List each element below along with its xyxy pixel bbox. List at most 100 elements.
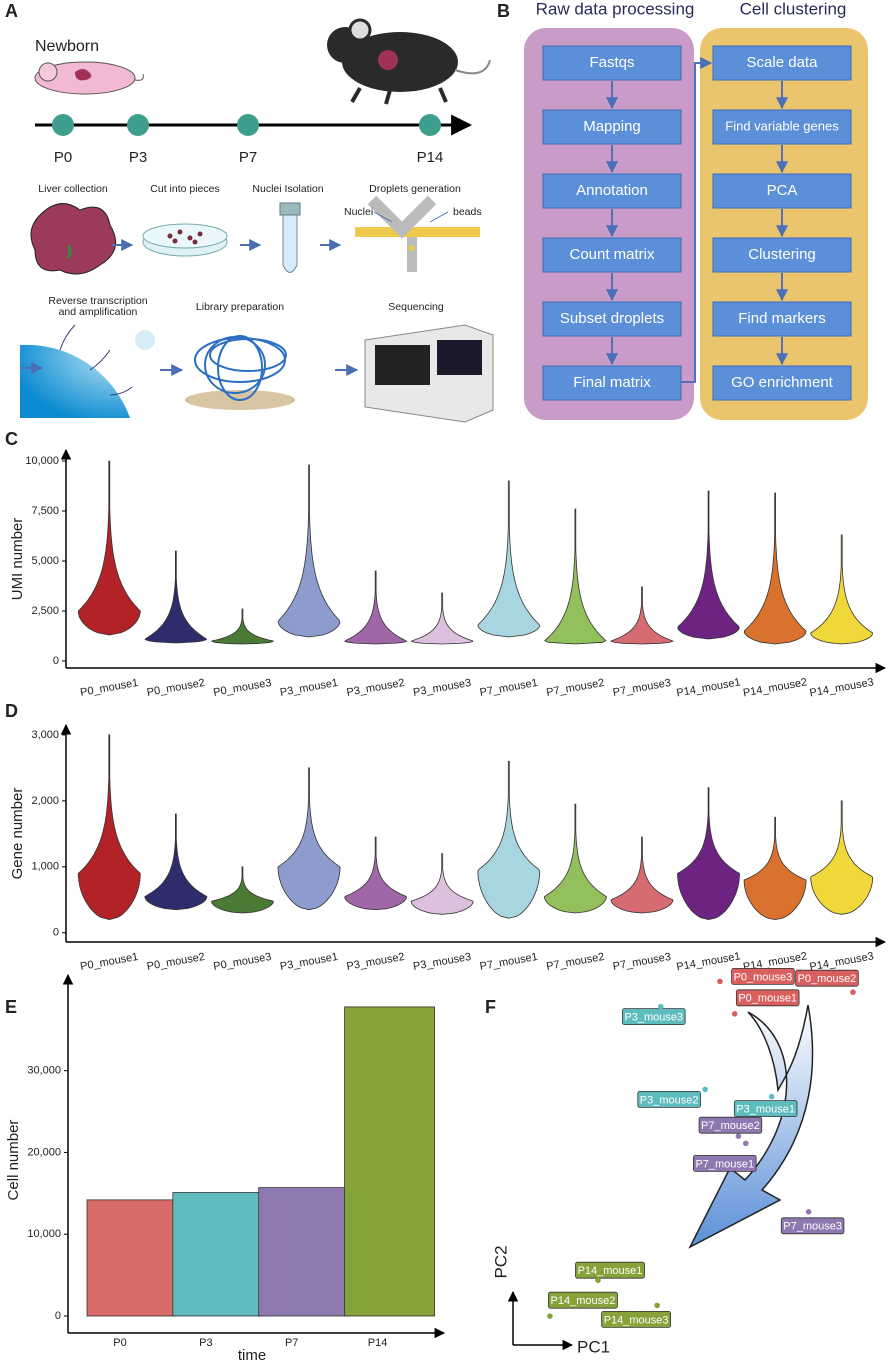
violin xyxy=(344,836,408,911)
x-tick-label: P0_mouse1 xyxy=(79,677,139,699)
step-label: Sequencing xyxy=(388,301,444,313)
pipeline-step xyxy=(712,45,852,81)
x-tick-label: P7_mouse3 xyxy=(612,951,672,973)
panel-label: E xyxy=(5,997,17,1017)
y-tick-label: 10,000 xyxy=(27,1228,61,1240)
y-axis-title: UMI number xyxy=(9,518,26,601)
timepoint-dot xyxy=(52,114,74,136)
violin xyxy=(743,816,807,921)
violin xyxy=(744,492,807,645)
point xyxy=(547,1313,553,1319)
pipeline-title: Raw data processing xyxy=(536,0,695,18)
pipeline-step-label: Find variable genes xyxy=(725,118,839,133)
x-tick-label: P14 xyxy=(368,1337,388,1349)
timepoint-label: P14 xyxy=(417,149,444,166)
point-label-box xyxy=(575,1261,645,1279)
x-tick-label: P0_mouse1 xyxy=(79,951,139,973)
violin xyxy=(544,508,607,645)
y-tick-label: 5,000 xyxy=(31,555,59,567)
pipeline-step-label: PCA xyxy=(767,182,798,199)
x-tick-label: P0_mouse2 xyxy=(146,951,206,973)
y-tick-label: 2,500 xyxy=(31,605,59,617)
step-label: Droplets generation xyxy=(369,183,461,195)
violin xyxy=(610,836,674,914)
pipeline-step xyxy=(542,301,682,337)
point xyxy=(743,1140,749,1147)
violin xyxy=(477,760,541,919)
violin xyxy=(77,734,141,921)
point xyxy=(654,1302,660,1309)
panel-label: A xyxy=(5,1,18,21)
pipeline-step xyxy=(712,237,852,273)
step-label: Reverse transcription xyxy=(48,295,147,307)
pipeline-step-label: Clustering xyxy=(748,246,816,263)
x-tick-label: P3_mouse1 xyxy=(279,677,339,699)
x-tick-label: P3 xyxy=(199,1337,212,1349)
point xyxy=(595,1277,601,1283)
pipeline-step xyxy=(542,365,682,401)
step-label: Nuclei Isolation xyxy=(252,183,323,195)
violin xyxy=(477,480,541,638)
x-tick-label: P7_mouse2 xyxy=(545,951,605,973)
y-tick-label: 7,500 xyxy=(31,505,59,517)
point-label: P3_mouse3 xyxy=(624,1012,683,1024)
y-axis-title: Cell number xyxy=(5,1120,22,1201)
pipeline-step xyxy=(712,109,852,145)
panel-label: C xyxy=(5,429,18,449)
x-tick-label: P14_mouse2 xyxy=(742,676,808,699)
point-label: P14_mouse3 xyxy=(604,1314,669,1326)
x-tick-label: P7_mouse1 xyxy=(479,951,539,973)
point xyxy=(768,1093,775,1100)
violin xyxy=(277,464,341,638)
pipeline-step-label: Final matrix xyxy=(573,374,651,391)
violin xyxy=(77,460,141,636)
x-axis-title: PC1 xyxy=(577,1337,610,1356)
point-label: P3_mouse2 xyxy=(640,1094,699,1106)
y-tick-label: 0 xyxy=(53,927,59,939)
point xyxy=(702,1086,708,1093)
timepoint-label: P3 xyxy=(129,149,147,166)
panel-label: D xyxy=(5,701,18,721)
timepoint-dot xyxy=(237,114,259,136)
timepoint-label: P7 xyxy=(239,149,257,166)
y-tick-label: 20,000 xyxy=(27,1146,61,1158)
droplet-label: beads xyxy=(453,206,482,218)
workflow-art xyxy=(20,18,494,423)
violin xyxy=(211,866,274,914)
point-label-box xyxy=(735,989,800,1007)
point-label: P3_mouse1 xyxy=(736,1104,795,1116)
pipeline-step xyxy=(542,45,682,81)
y-tick-label: 0 xyxy=(55,1310,61,1322)
x-tick-label: P7_mouse2 xyxy=(545,677,605,699)
pipeline-step xyxy=(542,109,682,145)
panel-label: F xyxy=(485,997,496,1017)
violin xyxy=(610,586,674,645)
pipeline-step-label: Find markers xyxy=(738,310,826,327)
pipeline-step xyxy=(542,237,682,273)
point-label: P0_mouse2 xyxy=(798,973,857,985)
point-label-box xyxy=(637,1091,701,1108)
x-axis-title: time xyxy=(238,1347,266,1364)
pipeline-step-label: Subset droplets xyxy=(560,310,664,327)
y-tick-label: 1,000 xyxy=(31,861,59,873)
violin xyxy=(810,800,874,915)
y-axis-title: Gene number xyxy=(9,788,26,880)
point xyxy=(731,1011,738,1017)
violin xyxy=(144,550,208,644)
x-tick-label: P7_mouse3 xyxy=(612,677,672,699)
x-tick-label: P3_mouse3 xyxy=(412,951,472,973)
bar xyxy=(258,1187,350,1317)
pipeline-step-label: Scale data xyxy=(747,54,819,71)
point-label-box xyxy=(601,1311,672,1328)
x-tick-label: P14_mouse3 xyxy=(809,676,875,699)
point xyxy=(717,978,723,985)
point xyxy=(850,989,856,995)
point-label: P7_mouse1 xyxy=(695,1158,754,1170)
violin xyxy=(211,608,274,645)
x-tick-label: P3_mouse3 xyxy=(412,677,472,699)
newborn-label: Newborn xyxy=(35,38,99,55)
x-tick-label: P7 xyxy=(285,1337,298,1349)
x-tick-label: P14_mouse1 xyxy=(676,676,742,699)
point-label: P7_mouse2 xyxy=(701,1120,760,1132)
pipeline-step-label: GO enrichment xyxy=(731,374,834,391)
